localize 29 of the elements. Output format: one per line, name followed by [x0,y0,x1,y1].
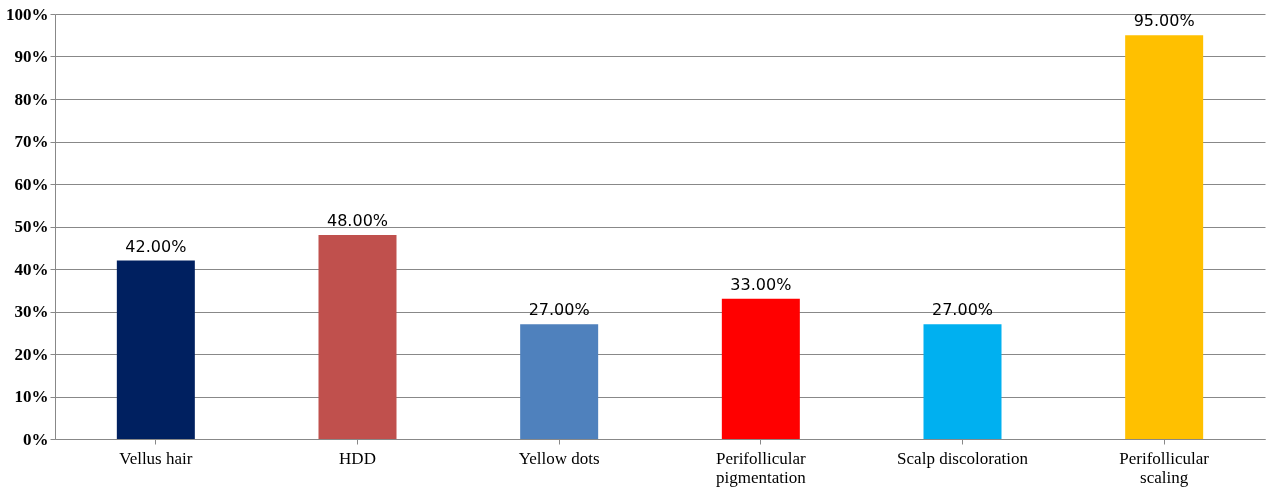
x-tick-label: Yellow dots [518,448,600,468]
y-tick-label: 40% [14,259,49,279]
bar [923,324,1002,439]
data-label: 95.00% [1133,11,1195,31]
y-tick-label: 30% [14,302,49,321]
data-label: 33.00% [730,274,792,294]
data-label: 42.00% [125,236,187,256]
data-label: 48.00% [326,211,389,230]
y-tick-label: 90% [14,47,49,66]
y-tick-label: 10% [14,387,49,406]
bar [116,260,195,439]
x-tick-label: Perifollicular scaling [1119,448,1210,487]
bar [721,298,800,439]
y-tick-label: 0% [23,429,49,449]
bar [318,235,397,439]
x-tick-label: Vellus hair [119,448,193,468]
y-tick-label: 80% [14,89,49,109]
x-tick-label: HDD [339,448,376,468]
bar [1125,35,1204,439]
bar [520,324,599,439]
y-tick-label: 50% [14,217,49,236]
x-tick-label: Scalp discoloration [897,448,1029,468]
y-tick-label: 60% [14,174,49,194]
data-label: 27.00% [931,300,994,320]
y-tick-label: 100% [6,4,49,24]
x-tick-label: Perifollicular pigmentation [715,448,807,487]
y-tick-label: 70% [14,132,49,151]
y-tick-label: 20% [14,344,49,364]
data-label: 27.00% [528,300,590,320]
